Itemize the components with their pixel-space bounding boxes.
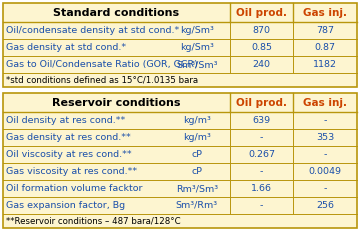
Text: Rm³/Sm³: Rm³/Sm³ <box>176 184 218 193</box>
Text: Sm³/Rm³: Sm³/Rm³ <box>176 201 218 210</box>
Text: 0.0049: 0.0049 <box>309 167 342 176</box>
Text: 0.267: 0.267 <box>248 150 275 159</box>
Text: 256: 256 <box>316 201 334 210</box>
Text: Gas inj.: Gas inj. <box>303 8 347 17</box>
Bar <box>3 3 357 87</box>
Text: -: - <box>323 184 327 193</box>
Text: kg/Sm³: kg/Sm³ <box>180 43 214 52</box>
Text: kg/m³: kg/m³ <box>183 116 211 125</box>
Text: **Reservoir conditions – 487 bara/128°C: **Reservoir conditions – 487 bara/128°C <box>6 216 181 226</box>
Text: Oil formation volume facktor: Oil formation volume facktor <box>6 184 143 193</box>
Text: Oil viscosity at res cond.**: Oil viscosity at res cond.** <box>6 150 132 159</box>
Text: Gas density at std cond.*: Gas density at std cond.* <box>6 43 126 52</box>
Text: Oil prod.: Oil prod. <box>236 97 287 108</box>
Text: -: - <box>323 150 327 159</box>
Text: -: - <box>260 133 263 142</box>
Text: kg/Sm³: kg/Sm³ <box>180 26 214 35</box>
Text: Gas viscosity at res cond.**: Gas viscosity at res cond.** <box>6 167 137 176</box>
Text: cP: cP <box>191 150 202 159</box>
Text: 639: 639 <box>252 116 270 125</box>
Text: Reservoir conditions: Reservoir conditions <box>52 97 180 108</box>
Text: *std conditions defined as 15°C/1.0135 bara: *std conditions defined as 15°C/1.0135 b… <box>6 76 198 84</box>
Text: 787: 787 <box>316 26 334 35</box>
Text: Oil density at res cond.**: Oil density at res cond.** <box>6 116 125 125</box>
Text: Gas to Oil/Condensate Ratio (GOR, GCR): Gas to Oil/Condensate Ratio (GOR, GCR) <box>6 60 198 69</box>
Text: 870: 870 <box>252 26 270 35</box>
Text: Standard conditions: Standard conditions <box>53 8 179 17</box>
Text: -: - <box>260 167 263 176</box>
Bar <box>3 93 357 228</box>
Text: -: - <box>260 201 263 210</box>
Text: cP: cP <box>191 167 202 176</box>
Text: -: - <box>323 116 327 125</box>
Text: 1.66: 1.66 <box>251 184 272 193</box>
Text: Oil/condensate density at std cond.*: Oil/condensate density at std cond.* <box>6 26 179 35</box>
Text: Oil prod.: Oil prod. <box>236 8 287 17</box>
Text: Gas density at res cond.**: Gas density at res cond.** <box>6 133 131 142</box>
Text: 1182: 1182 <box>313 60 337 69</box>
Text: 240: 240 <box>252 60 270 69</box>
Text: 0.85: 0.85 <box>251 43 272 52</box>
Text: 353: 353 <box>316 133 334 142</box>
Text: kg/m³: kg/m³ <box>183 133 211 142</box>
Text: Sm³/Sm³: Sm³/Sm³ <box>176 60 217 69</box>
Text: Gas expansion factor, Bg: Gas expansion factor, Bg <box>6 201 125 210</box>
Text: Gas inj.: Gas inj. <box>303 97 347 108</box>
Text: 0.87: 0.87 <box>315 43 336 52</box>
